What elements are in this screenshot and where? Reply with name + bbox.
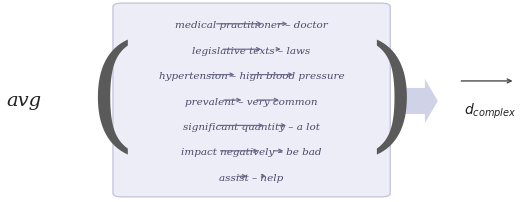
- Text: significant quantity – a lot: significant quantity – a lot: [183, 123, 320, 132]
- Text: avg: avg: [6, 92, 42, 110]
- Text: $d_{complex}$: $d_{complex}$: [464, 101, 516, 121]
- Text: medical practitioner – doctor: medical practitioner – doctor: [175, 21, 328, 30]
- Text: assist – help: assist – help: [220, 174, 284, 183]
- FancyBboxPatch shape: [113, 3, 390, 197]
- Text: hypertension – high blood pressure: hypertension – high blood pressure: [159, 72, 344, 81]
- Text: legislative texts – laws: legislative texts – laws: [193, 47, 310, 56]
- Text: prevalent – very common: prevalent – very common: [185, 98, 318, 106]
- Polygon shape: [402, 79, 438, 123]
- Text: impact negatively – be bad: impact negatively – be bad: [181, 148, 322, 157]
- Text: ): ): [367, 40, 416, 162]
- Text: (: (: [88, 40, 136, 162]
